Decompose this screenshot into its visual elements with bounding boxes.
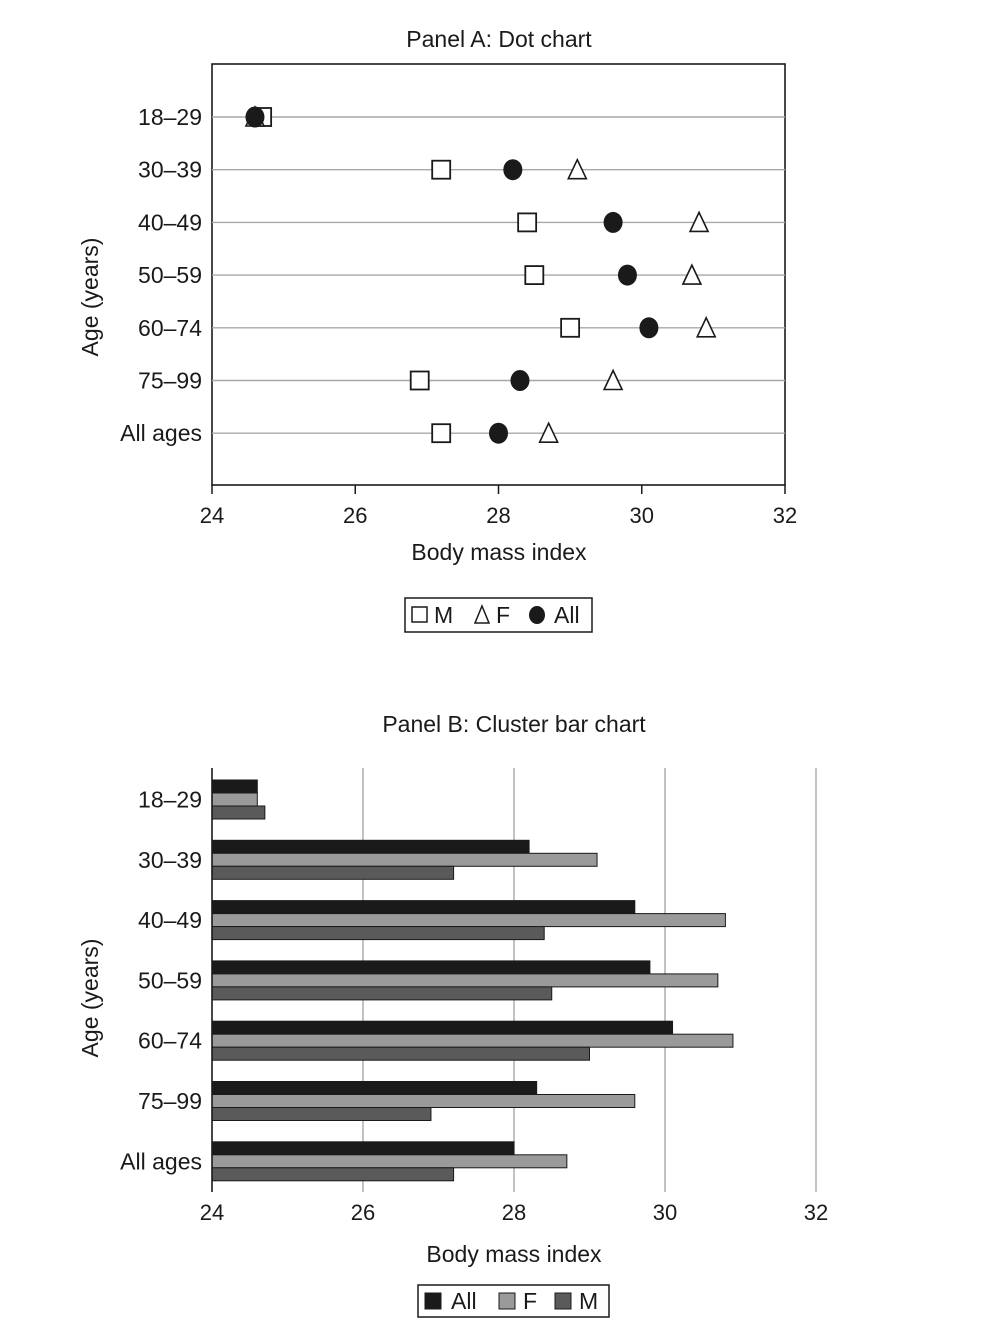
panel-b-bar-all-40-49: [211, 900, 636, 915]
panel-a-marker-all-30-39: [503, 159, 523, 181]
panel-a-category-40-49: 40–49: [138, 209, 202, 235]
panel-a-marker-f-60-74: [695, 315, 717, 338]
panel-b-bar-m-40-49: [211, 926, 545, 941]
panel-b-legend-all: All: [451, 1288, 477, 1314]
panel-b-tick-label-24: 24: [200, 1200, 224, 1225]
panel-b-x-ticks: 24 26 28 30 32: [200, 1200, 828, 1225]
panel-b-bar-all-30-39: [211, 839, 530, 854]
panel-b-category-18-29: 18–29: [138, 787, 202, 813]
panel-b-bar-f-all-ages: [211, 1154, 568, 1169]
panel-b-tick-label-30: 30: [653, 1200, 677, 1225]
panel-a-legend-all: All: [554, 602, 580, 628]
legend-triangle-icon: [473, 604, 491, 624]
legend-circle-icon: [529, 606, 545, 624]
panel-a-marker-all-75-99: [510, 370, 530, 391]
panel-a-marker-all-50-59: [617, 264, 637, 286]
panel-a-marker-m-all-ages: [431, 423, 452, 444]
panel-b: Panel B: Cluster bar chart 18–29 30–39 40–…: [77, 711, 828, 1318]
panel-b-bar-f-60-74: [211, 1033, 734, 1048]
panel-b-y-axis-label: Age (years): [77, 939, 103, 1058]
panel-a-tick-label-28: 28: [486, 503, 510, 528]
panel-a-marker-f-all-ages: [538, 421, 559, 443]
panel-a-legend-m: M: [434, 602, 453, 628]
legend-all-swatch-icon: [424, 1292, 442, 1310]
panel-b-bar-all-50-59: [211, 960, 651, 975]
panel-a-category-60-74: 60–74: [138, 315, 202, 341]
panel-b-legend-f: F: [523, 1288, 537, 1314]
panel-a-tick-label-32: 32: [773, 503, 797, 528]
panel-b-bar-m-30-39: [211, 865, 455, 880]
panel-b-bar-m-18-29: [211, 805, 266, 820]
panel-b-category-50-59: 50–59: [138, 967, 202, 993]
panel-a: Panel A: Dot chart 18–29 30–39 40–49 50–59 6…: [77, 26, 797, 633]
panel-a-marker-f-40-49: [688, 210, 710, 233]
panel-b-category-60-74: 60–74: [138, 1028, 202, 1054]
panel-a-marker-all-18-29: [245, 106, 265, 128]
panel-a-legend: M F All: [404, 597, 593, 633]
panel-a-tick-label-30: 30: [630, 503, 654, 528]
panel-a-gridlines: [212, 116, 785, 434]
panel-b-bar-all-60-74: [211, 1020, 674, 1035]
panel-b-title: Panel B: Cluster bar chart: [382, 711, 646, 737]
panel-b-category-all-ages: All ages: [120, 1148, 202, 1174]
panel-a-category-all-ages: All ages: [120, 420, 202, 446]
panel-a-category-75-99: 75–99: [138, 368, 202, 394]
panel-a-category-labels: 18–29 30–39 40–49 50–59 60–74 75–99 All ages: [120, 104, 202, 446]
panel-b-bars: [211, 779, 734, 1182]
panel-b-bar-all-18-29: [211, 779, 258, 794]
panel-a-tick-label-24: 24: [200, 503, 224, 528]
panel-b-legend: All F M: [417, 1284, 610, 1318]
panel-b-category-75-99: 75–99: [138, 1088, 202, 1114]
panel-b-bar-f-50-59: [211, 973, 719, 988]
panel-a-marker-m-60-74: [560, 317, 581, 338]
panel-b-bar-f-75-99: [211, 1094, 636, 1108]
legend-f-swatch-icon: [498, 1292, 516, 1310]
panel-a-marker-f-75-99: [602, 368, 624, 391]
panel-b-bar-f-18-29: [211, 792, 258, 807]
panel-b-tick-label-26: 26: [351, 1200, 375, 1225]
panel-a-marker-all-40-49: [603, 211, 623, 233]
legend-m-swatch-icon: [554, 1292, 572, 1310]
panel-b-category-40-49: 40–49: [138, 907, 202, 933]
panel-a-marker-all-60-74: [639, 317, 659, 339]
panel-a-marker-m-75-99: [409, 370, 430, 391]
panel-a-category-18-29: 18–29: [138, 104, 202, 130]
panel-a-category-30-39: 30–39: [138, 157, 202, 183]
panel-b-legend-m: M: [579, 1288, 598, 1314]
panel-b-bar-m-all-ages: [211, 1167, 455, 1182]
panel-b-bar-m-50-59: [211, 986, 553, 1001]
panel-a-marker-f-30-39: [567, 157, 588, 180]
panel-a-x-axis-label: Body mass index: [411, 539, 587, 565]
panel-b-category-30-39: 30–39: [138, 847, 202, 873]
panel-a-marker-m-40-49: [517, 212, 538, 233]
panel-a-marker-m-50-59: [524, 265, 545, 286]
panel-b-bar-all-all-ages: [211, 1141, 515, 1156]
panel-b-bar-m-60-74: [211, 1046, 590, 1061]
panel-b-tick-label-28: 28: [502, 1200, 526, 1225]
panel-a-marker-all-all-ages: [489, 422, 508, 444]
panel-a-marker-f-50-59: [681, 263, 703, 285]
panel-b-bar-f-30-39: [211, 852, 598, 867]
panel-a-y-axis-label: Age (years): [77, 238, 103, 357]
panel-a-title: Panel A: Dot chart: [406, 26, 592, 52]
panel-b-category-labels: 18–29 30–39 40–49 50–59 60–74 75–99 All ages: [120, 787, 202, 1175]
panel-b-bar-f-40-49: [211, 913, 726, 928]
panel-a-markers: [244, 105, 717, 444]
panel-a-legend-f: F: [496, 602, 510, 628]
panel-a-marker-m-30-39: [431, 159, 452, 180]
panel-a-tick-label-26: 26: [343, 503, 367, 528]
legend-square-icon: [411, 606, 428, 623]
panel-a-legend-box: [404, 597, 593, 633]
panel-b-bar-all-75-99: [211, 1081, 538, 1095]
panel-b-bar-m-75-99: [211, 1107, 432, 1121]
panel-a-x-ticks: 24 26 28 30 32: [200, 485, 797, 528]
panel-b-tick-label-32: 32: [804, 1200, 828, 1225]
panel-a-category-50-59: 50–59: [138, 262, 202, 288]
panel-b-x-axis-label: Body mass index: [426, 1241, 602, 1267]
